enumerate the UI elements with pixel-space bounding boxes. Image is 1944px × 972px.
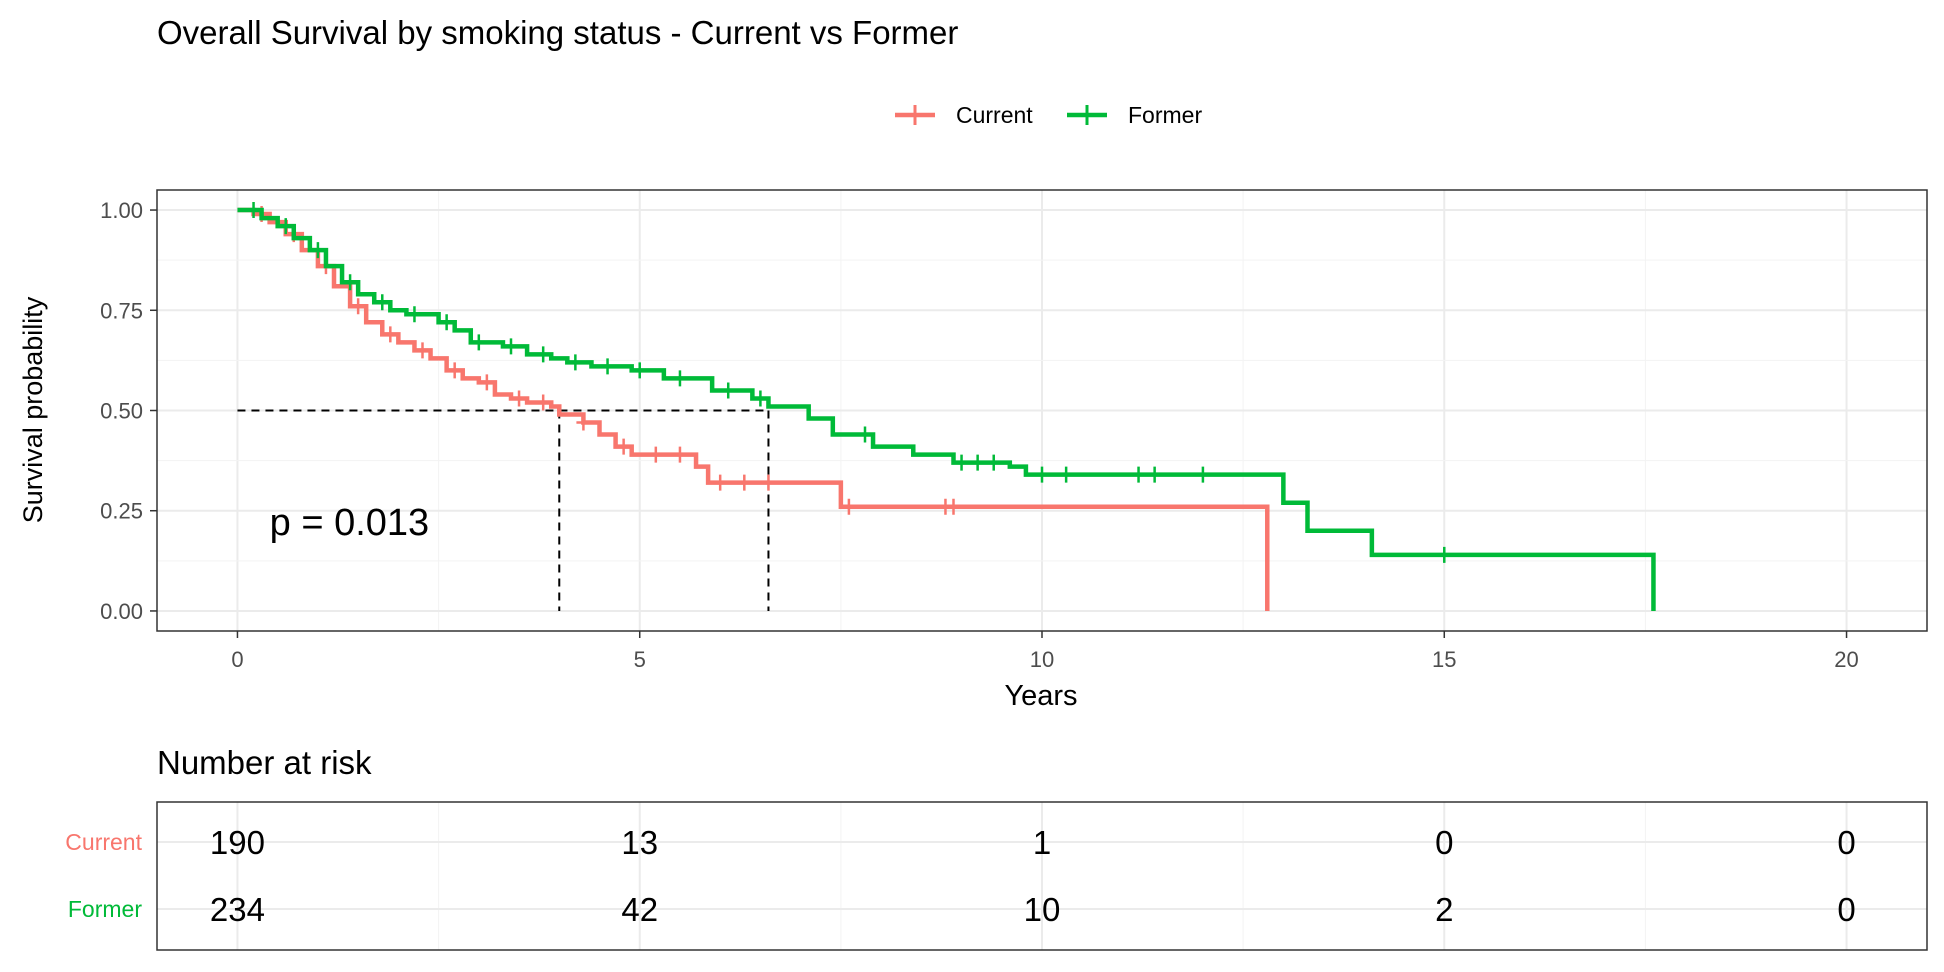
censor-mark xyxy=(479,374,494,391)
median-lines xyxy=(237,409,770,611)
x-axis-label: Years xyxy=(1004,680,1077,712)
censor-mark xyxy=(946,498,961,515)
censor-mark xyxy=(1147,466,1162,483)
censor-mark xyxy=(246,202,261,219)
legend-item-current: Current xyxy=(895,102,1033,128)
censor-mark xyxy=(632,362,647,379)
risk-value: 0 xyxy=(1837,891,1855,928)
risk-value: 13 xyxy=(621,824,658,861)
censor-mark xyxy=(375,294,390,311)
risk-value: 0 xyxy=(1837,824,1855,861)
censor-mark xyxy=(600,358,615,375)
risk-value: 190 xyxy=(210,824,265,861)
risk-row-label: Current xyxy=(65,829,142,855)
risk-table-border xyxy=(156,801,1928,951)
legend-label: Former xyxy=(1128,102,1202,128)
series-former xyxy=(237,202,1656,611)
censor-mark xyxy=(713,474,728,491)
censor-mark xyxy=(616,438,631,455)
risk-value: 42 xyxy=(621,891,658,928)
legend-label: Current xyxy=(956,102,1033,128)
censor-mark xyxy=(536,394,551,411)
censor-mark xyxy=(407,306,422,323)
censor-mark xyxy=(1035,466,1049,483)
censor-mark xyxy=(858,426,872,443)
censor-mark xyxy=(568,354,583,371)
x-tick-label: 15 xyxy=(1432,647,1456,672)
x-tick-label: 5 xyxy=(634,647,646,672)
censor-mark xyxy=(278,218,293,235)
risk-row-former: Former 234 42 10 2 0 xyxy=(68,891,1856,928)
risk-row-label: Former xyxy=(68,896,142,922)
censor-mark xyxy=(970,454,985,471)
y-tick-label: 0.75 xyxy=(100,298,143,323)
risk-value: 10 xyxy=(1024,891,1061,928)
censor-mark xyxy=(737,474,752,491)
censor-mark xyxy=(1059,466,1074,483)
censor-mark xyxy=(310,242,325,259)
censor-mark xyxy=(536,346,551,363)
risk-table-title: Number at risk xyxy=(157,744,372,781)
censor-mark xyxy=(447,362,462,379)
censor-mark xyxy=(753,390,768,407)
y-tick-label: 0.00 xyxy=(100,599,143,624)
chart-title: Overall Survival by smoking status - Cur… xyxy=(157,14,958,51)
censor-mark xyxy=(1131,466,1146,483)
y-axis: 0.00 0.25 0.50 0.75 1.00 xyxy=(100,198,157,624)
x-tick-label: 10 xyxy=(1030,647,1054,672)
censor-mark xyxy=(841,498,856,515)
censor-mark xyxy=(383,326,398,343)
censor-mark xyxy=(504,338,518,355)
risk-table-grid xyxy=(157,802,1927,950)
risk-value: 2 xyxy=(1435,891,1453,928)
x-axis: 0 5 10 15 20 xyxy=(231,631,1859,672)
y-axis-label: Survival probability xyxy=(18,296,48,523)
censor-mark xyxy=(439,314,454,331)
y-tick-label: 0.25 xyxy=(100,499,143,524)
legend: Current Former xyxy=(895,102,1202,128)
censor-mark xyxy=(343,274,358,291)
censor-mark xyxy=(1437,546,1452,563)
censor-mark xyxy=(648,446,663,463)
censor-mark xyxy=(576,414,591,431)
censor-mark xyxy=(986,454,1001,471)
censor-mark xyxy=(672,446,687,463)
p-value-annotation: p = 0.013 xyxy=(270,502,430,544)
censor-mark xyxy=(672,370,687,387)
y-tick-label: 0.50 xyxy=(100,399,143,424)
censor-mark xyxy=(1195,466,1210,483)
x-tick-label: 20 xyxy=(1834,647,1858,672)
censor-mark xyxy=(415,342,430,359)
risk-value: 234 xyxy=(210,891,265,928)
legend-item-former: Former xyxy=(1067,102,1202,128)
survival-curves xyxy=(237,202,1656,611)
censor-mark xyxy=(761,474,776,491)
risk-value: 1 xyxy=(1033,824,1051,861)
risk-value: 0 xyxy=(1435,824,1453,861)
risk-row-current: Current 190 13 1 0 0 xyxy=(65,824,1855,861)
y-tick-label: 1.00 xyxy=(100,198,143,223)
censor-mark xyxy=(351,298,366,315)
censor-mark xyxy=(954,454,969,471)
grid xyxy=(157,190,1927,631)
x-tick-label: 0 xyxy=(231,647,243,672)
censor-mark xyxy=(471,334,486,351)
censor-mark xyxy=(721,382,736,399)
censor-mark xyxy=(512,390,527,407)
